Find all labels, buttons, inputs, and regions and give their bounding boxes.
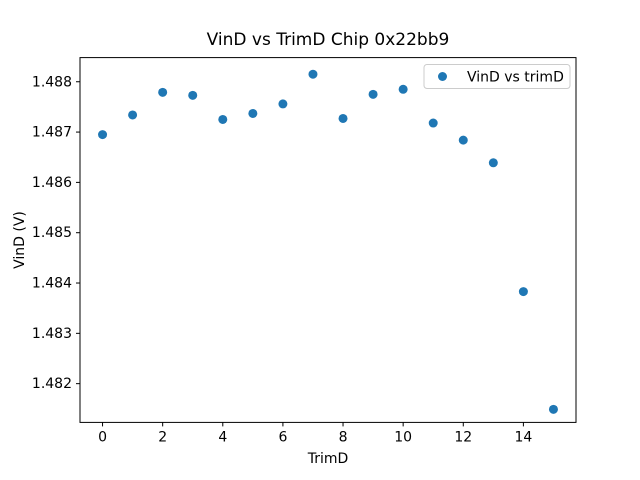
y-tick-label: 1.487 [32, 125, 72, 141]
legend: VinD vs trimD [423, 64, 571, 89]
x-tick-label: 10 [394, 429, 412, 445]
y-tick-label: 1.486 [32, 175, 72, 191]
plot-area [79, 57, 577, 423]
data-point [188, 90, 198, 100]
data-point [458, 135, 468, 145]
data-point [158, 87, 168, 97]
x-tick-label: 0 [98, 429, 107, 445]
x-axis-label: TrimD [307, 451, 349, 467]
data-point [128, 110, 138, 120]
data-point [98, 130, 108, 140]
data-point [248, 108, 258, 118]
y-tick-label: 1.484 [32, 276, 72, 292]
data-point [428, 118, 438, 128]
data-point [338, 113, 348, 123]
x-tick-label: 2 [158, 429, 167, 445]
data-point [278, 99, 288, 109]
y-axis-ticks: 1.482 1.483 1.484 1.485 1.486 1.487 1.488 [32, 74, 80, 392]
x-tick-label: 12 [454, 429, 472, 445]
x-tick-label: 14 [514, 429, 532, 445]
scatter-points [98, 69, 558, 414]
data-point [218, 114, 228, 124]
data-point [548, 404, 558, 414]
x-tick-label: 4 [218, 429, 227, 445]
data-point [518, 287, 528, 297]
y-tick-label: 1.483 [32, 326, 72, 342]
data-point [398, 84, 408, 94]
y-tick-label: 1.485 [32, 225, 72, 241]
data-point [488, 158, 498, 168]
data-point [308, 69, 318, 79]
data-point [368, 89, 378, 99]
x-axis-ticks: 0 2 4 6 8 10 12 14 [98, 422, 532, 445]
legend-marker-icon [438, 72, 447, 81]
legend-frame [423, 64, 571, 89]
x-tick-label: 8 [339, 429, 348, 445]
y-axis-label: VinD (V) [12, 211, 28, 269]
chart-title: VinD vs TrimD Chip 0x22bb9 [207, 30, 450, 50]
legend-entry-label: VinD vs trimD [467, 70, 564, 86]
x-tick-label: 6 [278, 429, 287, 445]
y-tick-label: 1.482 [32, 376, 72, 392]
y-tick-label: 1.488 [32, 74, 72, 90]
